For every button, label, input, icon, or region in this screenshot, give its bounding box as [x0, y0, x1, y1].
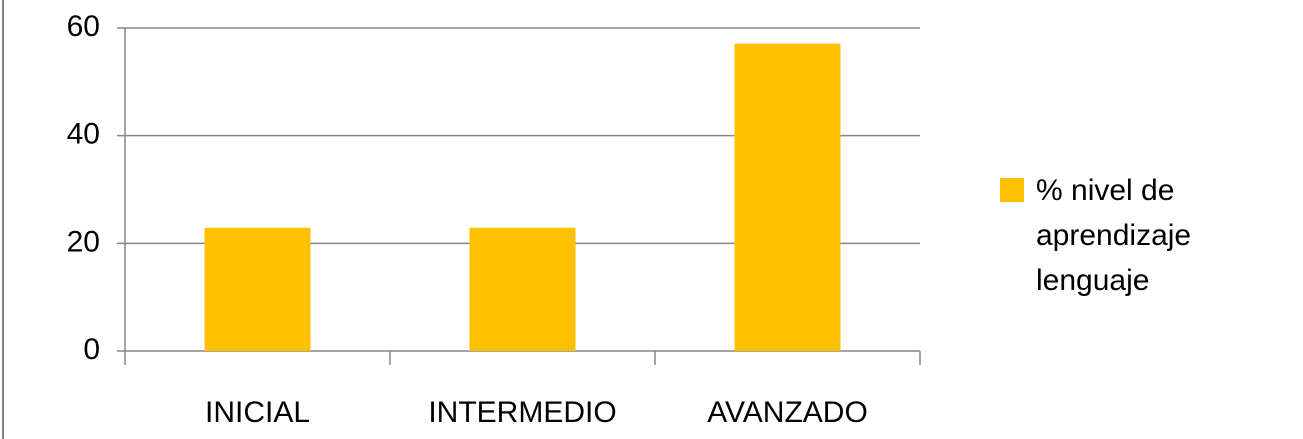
y-tick-label: 40 — [67, 118, 100, 151]
y-tick-label: 60 — [67, 10, 100, 43]
y-tick-label: 20 — [67, 225, 100, 258]
legend: % nivel de aprendizaje lenguaje — [1000, 168, 1266, 303]
x-tick-label: INTERMEDIO — [428, 396, 616, 429]
x-tick-label: INICIAL — [205, 396, 310, 429]
bar — [469, 227, 576, 351]
y-tick-label: 0 — [83, 333, 100, 366]
legend-swatch — [1000, 178, 1024, 202]
bar — [734, 43, 841, 352]
x-tick-label: AVANZADO — [707, 396, 868, 429]
bar — [204, 227, 311, 351]
legend-label: % nivel de aprendizaje lenguaje — [1036, 174, 1192, 297]
